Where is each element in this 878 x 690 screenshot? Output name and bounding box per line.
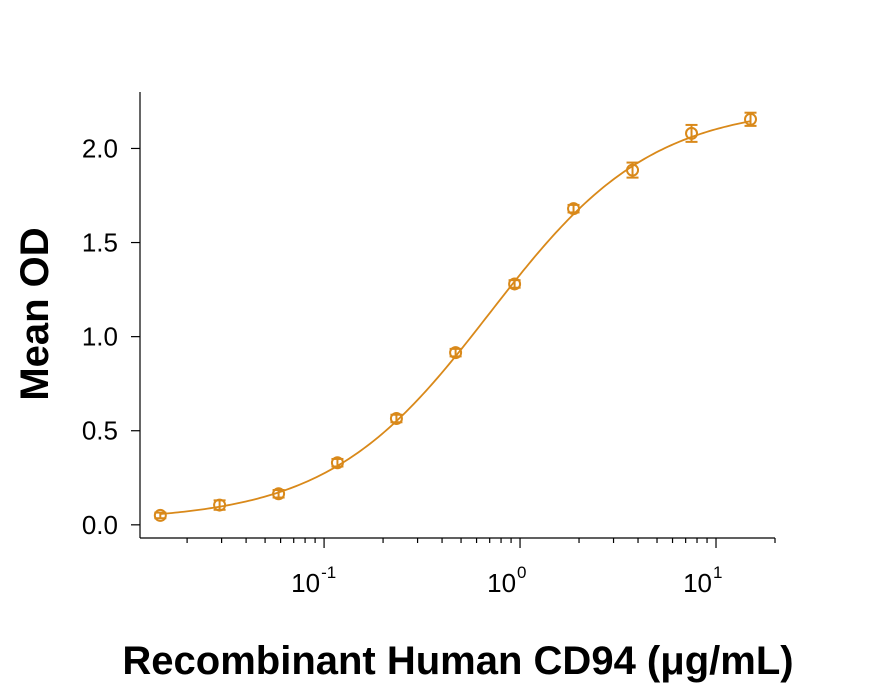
x-tick-label-exponent: -1 [321, 563, 336, 582]
y-ticks: 0.0 0.5 1.0 1.5 2.0 [82, 133, 140, 540]
x-tick-label-exponent: 1 [713, 563, 722, 582]
point-marker [389, 412, 403, 426]
x-tick-label-base: 10 [683, 568, 712, 598]
y-axis-title: Mean OD [13, 227, 57, 400]
y-tick-label: 2.0 [82, 133, 118, 163]
x-tick-label: 10 1 [683, 563, 722, 598]
x-ticks: 10 -1 10 0 10 1 [186, 538, 776, 598]
point-marker [330, 456, 344, 470]
y-tick-label: 1.0 [82, 322, 118, 352]
data-point [685, 123, 699, 143]
point-marker [213, 498, 227, 512]
data-point [449, 346, 463, 360]
point-marker [567, 202, 581, 216]
x-tick-label-base: 10 [487, 568, 516, 598]
data-point [272, 487, 286, 501]
point-marker [449, 346, 463, 360]
point-marker [685, 126, 699, 140]
y-tick-label: 0.5 [82, 416, 118, 446]
point-marker [508, 277, 522, 291]
data-point [744, 111, 758, 127]
x-tick-label: 10 0 [487, 563, 526, 598]
x-tick-label-base: 10 [291, 568, 320, 598]
data-point [626, 161, 640, 179]
data-point [508, 277, 522, 291]
data-point [389, 412, 403, 426]
y-tick-label: 1.5 [82, 228, 118, 258]
x-axis: 10 -1 10 0 10 1 [140, 537, 776, 598]
data-point [567, 202, 581, 216]
point-marker [272, 487, 286, 501]
point-marker [626, 163, 640, 177]
plot-area [153, 111, 758, 522]
data-point [213, 498, 227, 512]
data-point [153, 508, 167, 522]
point-marker [153, 508, 167, 522]
fit-curve [160, 120, 751, 515]
data-points [153, 111, 758, 522]
y-axis: 0.0 0.5 1.0 1.5 2.0 [82, 92, 141, 540]
point-marker [744, 112, 758, 126]
x-axis-title: Recombinant Human CD94 (μg/mL) [122, 639, 793, 683]
data-point [330, 456, 344, 470]
x-tick-label: 10 -1 [291, 563, 336, 598]
x-tick-label-exponent: 0 [517, 563, 526, 582]
y-tick-label: 0.0 [82, 510, 118, 540]
